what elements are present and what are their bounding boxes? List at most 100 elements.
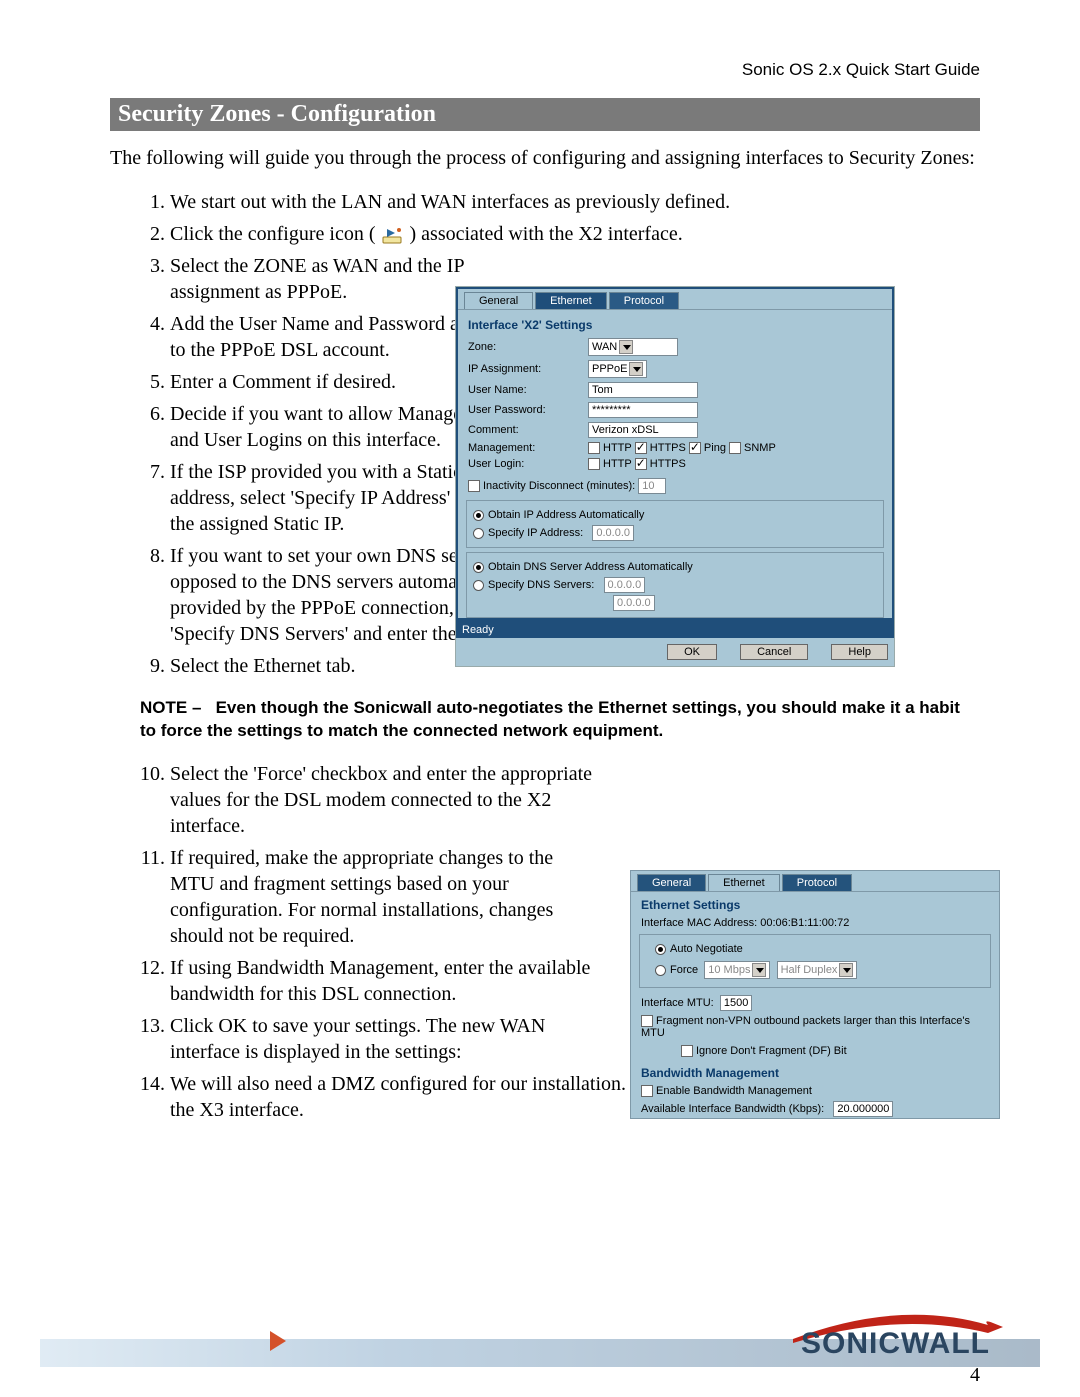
ok-button[interactable]: OK [667, 644, 717, 660]
dns-group: Obtain DNS Server Address Automatically … [466, 552, 884, 618]
dns1-input[interactable]: 0.0.0.0 [604, 577, 646, 593]
bw-title: Bandwidth Management [631, 1060, 999, 1082]
mgmt-snmp-lbl: SNMP [744, 442, 776, 454]
step-11: If required, make the appropriate change… [170, 845, 600, 949]
step-10: Select the 'Force' checkbox and enter th… [170, 761, 600, 839]
duplex-dropdown[interactable]: Half Duplex [777, 961, 858, 979]
comment-label: Comment: [468, 424, 588, 436]
help-button[interactable]: Help [831, 644, 888, 660]
fragment-checkbox[interactable] [641, 1015, 653, 1027]
mgmt-http-lbl: HTTP [603, 442, 632, 454]
obtain-dns-radio[interactable] [473, 562, 484, 573]
force-label: Force [670, 964, 698, 976]
zone-dropdown[interactable]: WAN [588, 338, 678, 356]
mgmt-https-lbl: HTTPS [650, 442, 686, 454]
mgmt-ping-checkbox[interactable] [689, 442, 701, 454]
force-radio[interactable] [655, 965, 666, 976]
speed-value: 10 Mbps [708, 964, 750, 976]
mgmt-https-checkbox[interactable] [635, 442, 647, 454]
mgmt-ping-lbl: Ping [704, 442, 726, 454]
ipassign-value: PPPoE [592, 363, 627, 375]
page-number: 4 [970, 1364, 980, 1387]
dns2-input[interactable]: 0.0.0.0 [613, 595, 655, 611]
status-bar: Ready [456, 622, 894, 638]
chevron-down-icon [839, 963, 853, 977]
login-http-checkbox[interactable] [588, 458, 600, 470]
bw-avail-input[interactable]: 20.000000 [833, 1101, 893, 1117]
chevron-down-icon [752, 963, 766, 977]
obtain-ip-radio[interactable] [473, 510, 484, 521]
step-2: Click the configure icon ( ) associated … [170, 221, 980, 247]
mgmt-http-checkbox[interactable] [588, 442, 600, 454]
note-block: NOTE – Even though the Sonicwall auto-ne… [140, 697, 980, 743]
note-label: NOTE – [140, 698, 201, 717]
ip-group: Obtain IP Address Automatically Specify … [466, 500, 884, 548]
specify-dns-label: Specify DNS Servers: [488, 579, 594, 591]
chevron-down-icon [619, 340, 633, 354]
configure-icon [381, 225, 405, 245]
bw-enable-checkbox[interactable] [641, 1085, 653, 1097]
speed-dropdown[interactable]: 10 Mbps [704, 961, 770, 979]
tab-general[interactable]: General [464, 292, 533, 309]
comment-input[interactable]: Verizon xDSL [588, 422, 698, 438]
df-label: Ignore Don't Fragment (DF) Bit [696, 1045, 847, 1057]
obtain-ip-label: Obtain IP Address Automatically [488, 509, 644, 521]
page: Sonic OS 2.x Quick Start Guide Security … [0, 0, 1080, 1397]
cancel-button[interactable]: Cancel [740, 644, 808, 660]
tab-protocol[interactable]: Protocol [609, 292, 679, 309]
inactivity-input[interactable]: 10 [638, 478, 666, 494]
intro-paragraph: The following will guide you through the… [110, 145, 980, 171]
step-13: Click OK to save your settings. The new … [170, 1013, 600, 1065]
username-input[interactable]: Tom [588, 382, 698, 398]
username-label: User Name: [468, 384, 588, 396]
mtu-input[interactable]: 1500 [720, 995, 752, 1011]
tab2-protocol[interactable]: Protocol [782, 874, 852, 891]
zone-value: WAN [592, 341, 617, 353]
negotiate-group: Auto Negotiate Force 10 Mbps Half Duplex [639, 934, 991, 988]
login-label: User Login: [468, 458, 588, 470]
tab2-ethernet[interactable]: Ethernet [708, 874, 780, 891]
ethernet-settings-dialog: General Ethernet Protocol Ethernet Setti… [630, 870, 1000, 1119]
auto-neg-radio[interactable] [655, 944, 666, 955]
mac-label: Interface MAC Address: 00:06:B1:11:00:72 [631, 914, 999, 932]
section-title-bar: Security Zones - Configuration [110, 98, 980, 131]
specify-ip-input[interactable]: 0.0.0.0 [592, 525, 634, 541]
chevron-down-icon [629, 362, 643, 376]
dialog2-title: Ethernet Settings [631, 892, 999, 914]
specify-dns-radio[interactable] [473, 580, 484, 591]
step-12: If using Bandwidth Management, enter the… [170, 955, 600, 1007]
step-2-post: ) associated with the X2 interface. [410, 223, 683, 245]
step-2-pre: Click the configure icon ( [170, 223, 376, 245]
sonicwall-logo: SONICWALL [801, 1327, 990, 1361]
interface-x2-dialog: General Ethernet Protocol Interface 'X2'… [455, 286, 895, 667]
dialog1-buttons: OK Cancel Help [456, 638, 894, 666]
tab2-general[interactable]: General [637, 874, 706, 891]
bw-enable-label: Enable Bandwidth Management [656, 1085, 812, 1097]
specify-ip-radio[interactable] [473, 528, 484, 539]
step-1: We start out with the LAN and WAN interf… [170, 189, 980, 215]
login-https-lbl: HTTPS [650, 458, 686, 470]
password-input[interactable]: ********* [588, 402, 698, 418]
inactivity-checkbox[interactable] [468, 480, 480, 492]
fragment-label: Fragment non-VPN outbound packets larger… [641, 1015, 970, 1039]
triangle-icon [270, 1331, 286, 1351]
inactivity-label: Inactivity Disconnect (minutes): [483, 480, 635, 492]
dialog2-tabs: General Ethernet Protocol [631, 871, 999, 892]
bw-avail-label: Available Interface Bandwidth (Kbps): [641, 1103, 824, 1115]
ipassign-dropdown[interactable]: PPPoE [588, 360, 647, 378]
mtu-label: Interface MTU: [641, 997, 714, 1009]
auto-neg-label: Auto Negotiate [670, 943, 743, 955]
login-http-lbl: HTTP [603, 458, 632, 470]
ipassign-label: IP Assignment: [468, 363, 588, 375]
mgmt-snmp-checkbox[interactable] [729, 442, 741, 454]
obtain-dns-label: Obtain DNS Server Address Automatically [488, 561, 693, 573]
duplex-value: Half Duplex [781, 964, 838, 976]
tab-ethernet[interactable]: Ethernet [535, 292, 607, 309]
login-https-checkbox[interactable] [635, 458, 647, 470]
dialog1-tabs: General Ethernet Protocol [458, 289, 892, 310]
zone-label: Zone: [468, 341, 588, 353]
doc-header: Sonic OS 2.x Quick Start Guide [110, 60, 980, 80]
page-footer: SONICWALL 4 [0, 1307, 1080, 1397]
df-checkbox[interactable] [681, 1045, 693, 1057]
mgmt-label: Management: [468, 442, 588, 454]
